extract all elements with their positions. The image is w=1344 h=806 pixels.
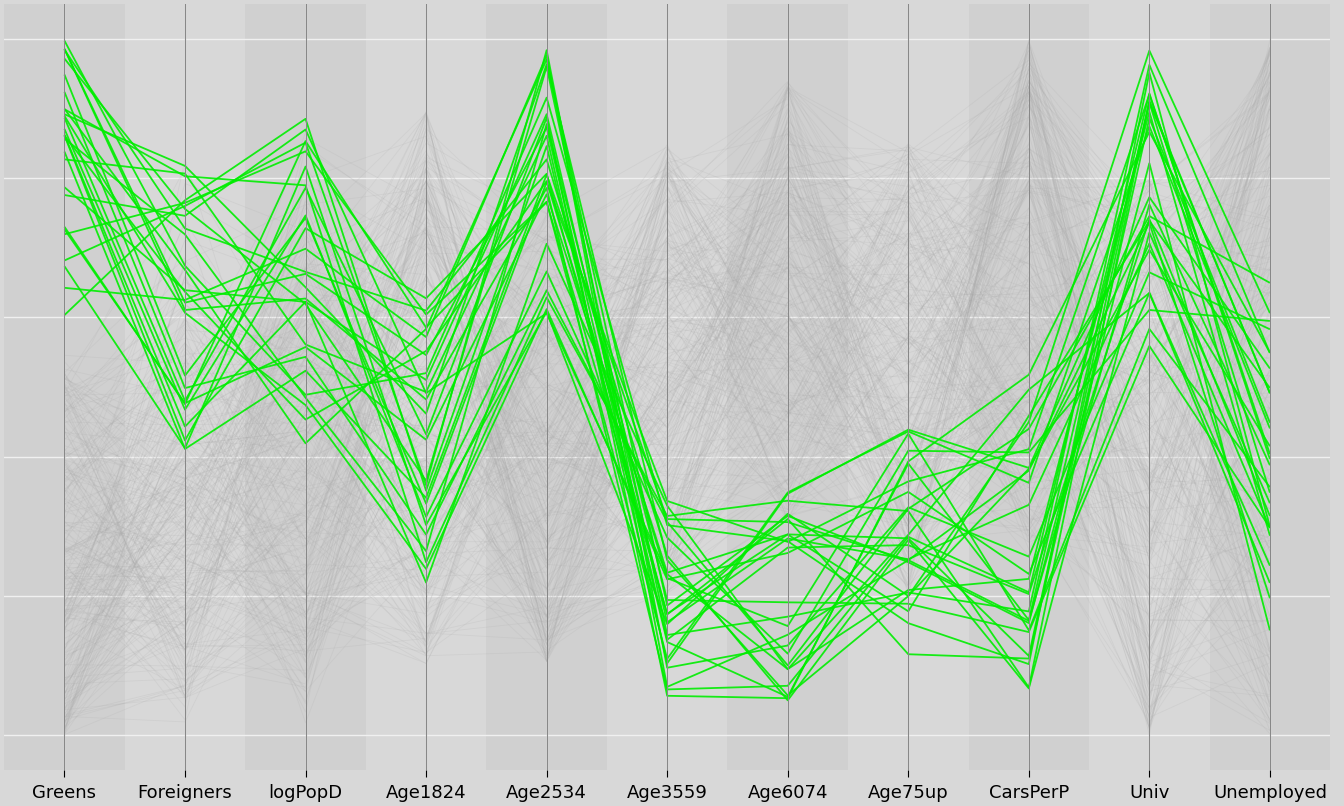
Bar: [366, 4, 487, 770]
Bar: [125, 4, 245, 770]
Bar: [969, 4, 1089, 770]
Bar: [1089, 4, 1210, 770]
Bar: [848, 4, 969, 770]
Bar: [487, 4, 607, 770]
Bar: [245, 4, 366, 770]
Bar: [607, 4, 727, 770]
Bar: [727, 4, 848, 770]
Bar: [1210, 4, 1331, 770]
Bar: [4, 4, 125, 770]
